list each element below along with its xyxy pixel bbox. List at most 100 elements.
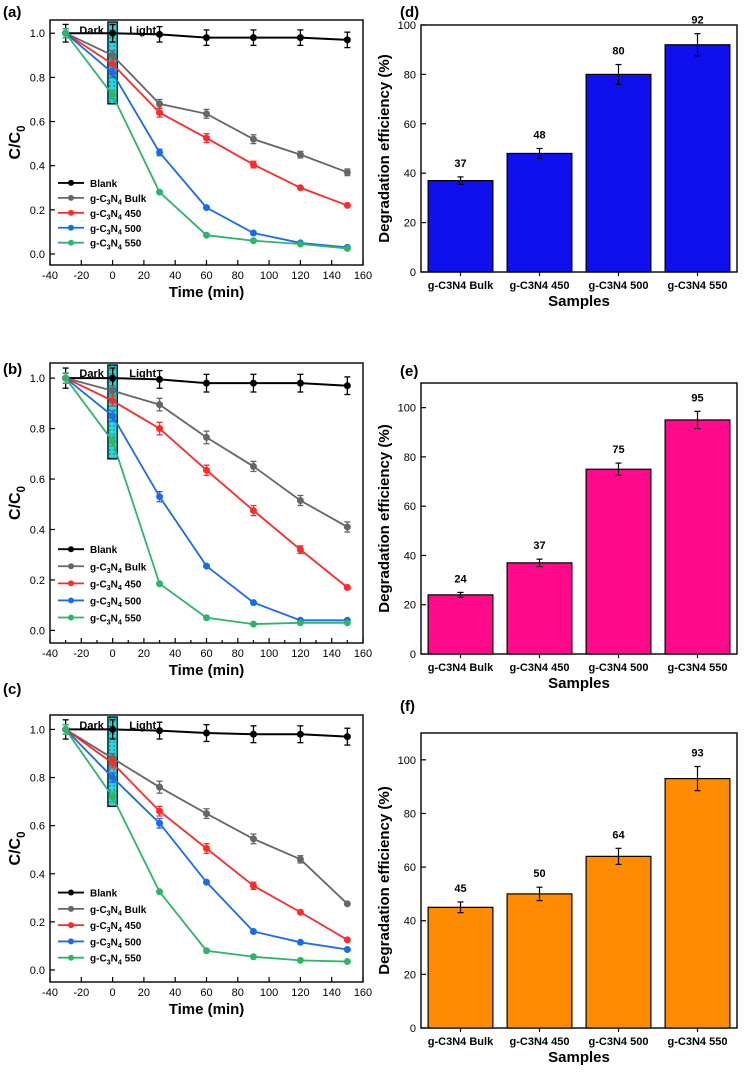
- x-tick-label: 140: [323, 648, 341, 660]
- y-tick-label: 1.0: [30, 724, 45, 736]
- x-tick-label: 80: [232, 987, 244, 999]
- x-tick-label: 40: [169, 987, 181, 999]
- data-label: 50: [533, 868, 545, 880]
- series-0: [62, 23, 351, 49]
- legend-item: g-C3N4 Bulk: [58, 905, 147, 918]
- legend-marker: [68, 954, 74, 961]
- data-label: 24: [454, 573, 467, 585]
- x-tick-label: -40: [42, 270, 58, 282]
- series-4: [62, 372, 351, 628]
- x-axis-label: Samples: [548, 293, 610, 310]
- data-point: [203, 729, 210, 737]
- data-point: [249, 161, 257, 169]
- legend-label: g-C3N4 Bulk: [90, 194, 147, 207]
- x-tick-label: 60: [200, 987, 212, 999]
- x-tick-label: 120: [291, 270, 309, 282]
- x-axis-label: Time (min): [169, 284, 245, 301]
- data-point: [203, 845, 210, 852]
- x-tick-label: 40: [169, 648, 181, 660]
- x-tick-label: 100: [260, 270, 278, 282]
- x-tick-label: 40: [169, 270, 181, 282]
- data-point: [249, 953, 257, 961]
- legend-item: g-C3N4 450: [58, 579, 142, 592]
- data-point: [249, 237, 257, 245]
- y-tick-label: 20: [404, 600, 416, 612]
- x-tick-label: 160: [354, 987, 372, 999]
- y-tick-label: 0.8: [30, 72, 45, 84]
- bar: [585, 73, 652, 273]
- y-tick-label: 0.4: [30, 161, 45, 173]
- x-tick-label: 80: [232, 270, 244, 282]
- legend-marker: [68, 614, 74, 621]
- x-tick-label: 20: [138, 987, 150, 999]
- y-axis-label: C/C0: [7, 126, 28, 160]
- x-tick-label: g-C3N4 550: [668, 280, 728, 292]
- y-tick-label: 100: [398, 403, 416, 415]
- data-point: [343, 201, 351, 209]
- data-point: [249, 730, 257, 738]
- data-point: [203, 379, 210, 387]
- data-point: [249, 599, 257, 607]
- legend-label: g-C3N4 550: [90, 614, 142, 627]
- data-point: [296, 34, 304, 42]
- line-chart-4: (c) -40 -20 0 20 40 60 80 100 120 140 160 0.0 0.2 0.4 0…: [3, 681, 372, 1018]
- panel-label: (e): [400, 363, 418, 380]
- data-label: 48: [533, 130, 545, 142]
- legend-marker: [68, 938, 74, 945]
- legend-item: g-C3N4 500: [58, 224, 142, 237]
- x-tick-label: -40: [42, 987, 58, 999]
- data-point: [156, 493, 164, 501]
- bar: [585, 855, 652, 1029]
- data-point: [343, 382, 351, 390]
- y-axis-label: Degradation efficiency (%): [376, 54, 393, 242]
- data-point: [109, 51, 117, 59]
- legend-item: g-C3N4 550: [58, 614, 142, 627]
- y-tick-label: 0.2: [30, 205, 45, 217]
- panel-label: (d): [400, 4, 419, 21]
- data-label: 80: [612, 46, 624, 58]
- data-point: [156, 188, 164, 196]
- x-tick-label: 0: [110, 270, 116, 282]
- data-point: [249, 620, 257, 628]
- x-tick-label: g-C3N4 500: [589, 280, 649, 292]
- plot-frame: [420, 382, 738, 655]
- legend-label: g-C3N4 Bulk: [90, 562, 147, 575]
- x-tick-label: g-C3N4 450: [510, 280, 570, 292]
- y-tick-label: 0: [410, 1023, 416, 1035]
- data-point: [343, 733, 351, 741]
- x-axis-label: Samples: [548, 1049, 610, 1066]
- x-tick-label: 60: [200, 648, 212, 660]
- data-point: [62, 374, 70, 382]
- x-tick-label: -20: [73, 270, 89, 282]
- series-4: [62, 723, 351, 966]
- series-2: [62, 372, 351, 592]
- legend-item: g-C3N4 Bulk: [58, 194, 147, 207]
- legend-marker: [68, 209, 74, 216]
- data-point: [343, 936, 351, 944]
- data-point: [249, 927, 257, 935]
- data-point: [156, 819, 164, 827]
- data-point: [203, 204, 210, 212]
- legend-marker: [68, 179, 74, 186]
- x-tick-label: g-C3N4 550: [668, 662, 728, 674]
- data-point: [203, 433, 210, 441]
- y-axis-label: Degradation efficiency (%): [376, 786, 393, 974]
- x-tick-label: 100: [260, 987, 278, 999]
- data-point: [343, 946, 351, 954]
- panel-label: (a): [3, 4, 21, 21]
- y-tick-label: 80: [404, 808, 416, 820]
- data-point: [296, 184, 304, 192]
- data-point: [343, 36, 351, 44]
- y-tick-label: 20: [404, 969, 416, 981]
- data-label: 92: [691, 15, 703, 27]
- legend-item: Blank: [58, 179, 118, 190]
- legend-label: g-C3N4 Bulk: [90, 905, 147, 918]
- data-point: [109, 725, 117, 733]
- legend-marker: [68, 546, 74, 553]
- data-label: 93: [691, 748, 703, 760]
- bar: [506, 152, 573, 273]
- data-label: 37: [533, 540, 545, 552]
- y-tick-label: 0.0: [30, 625, 45, 637]
- y-tick-label: 0: [410, 267, 416, 279]
